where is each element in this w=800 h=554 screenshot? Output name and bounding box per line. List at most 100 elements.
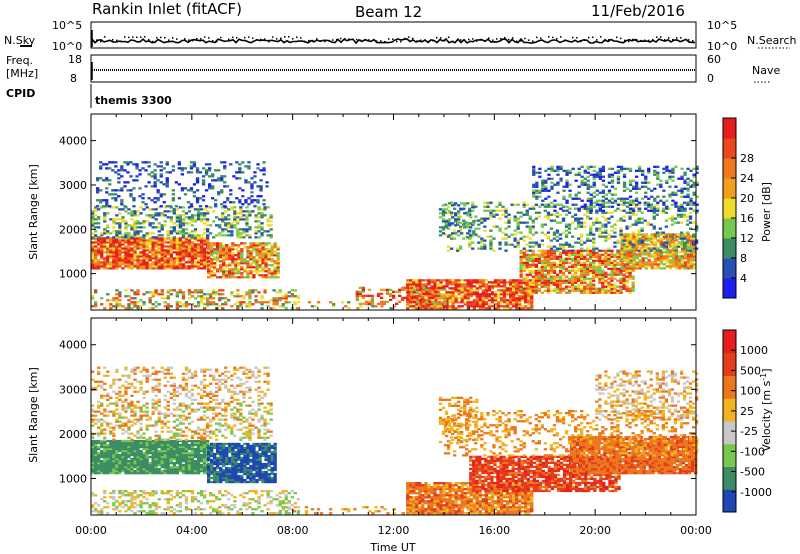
power-cell bbox=[138, 195, 142, 198]
power-cell bbox=[577, 285, 581, 288]
power-cell bbox=[117, 181, 121, 184]
power-cell bbox=[559, 207, 563, 210]
power-cell bbox=[237, 272, 241, 275]
power-cell bbox=[604, 271, 608, 274]
power-cell bbox=[616, 255, 620, 258]
power-cell bbox=[580, 251, 584, 254]
power-cell bbox=[221, 214, 225, 217]
power-cell bbox=[224, 224, 228, 227]
power-cell bbox=[258, 248, 262, 251]
power-cell bbox=[656, 177, 660, 180]
power-cell bbox=[123, 181, 127, 184]
power-cell bbox=[385, 290, 390, 293]
power-cell bbox=[270, 254, 274, 257]
power-cell bbox=[552, 203, 557, 206]
power-cell bbox=[625, 225, 629, 228]
power-cell bbox=[466, 281, 470, 284]
power-cell bbox=[515, 305, 519, 308]
power-cell bbox=[671, 261, 676, 264]
power-cell bbox=[571, 221, 575, 224]
power-cell bbox=[555, 255, 560, 258]
power-cell bbox=[601, 203, 605, 206]
power-cell bbox=[256, 163, 260, 166]
power-cell bbox=[448, 287, 452, 290]
power-cell bbox=[695, 241, 699, 244]
power-cell bbox=[607, 173, 612, 176]
power-cell bbox=[577, 237, 581, 240]
power-cell bbox=[616, 289, 620, 292]
power-cell bbox=[196, 253, 201, 256]
power-cell bbox=[422, 286, 426, 289]
power-cell bbox=[695, 195, 699, 198]
power-cell bbox=[601, 279, 605, 282]
power-cell bbox=[91, 253, 95, 256]
power-cell bbox=[561, 249, 566, 252]
power-cell bbox=[690, 243, 694, 246]
power-cell bbox=[659, 263, 663, 266]
power-cell bbox=[151, 226, 155, 229]
power-cell bbox=[619, 289, 623, 292]
power-cell bbox=[142, 267, 146, 270]
power-cell bbox=[451, 222, 455, 225]
power-cell bbox=[567, 285, 572, 288]
power-cell bbox=[454, 291, 458, 294]
power-cell bbox=[181, 263, 186, 266]
power-cell bbox=[133, 228, 137, 231]
power-cell bbox=[147, 161, 151, 164]
power-cell bbox=[685, 239, 690, 242]
power-cell bbox=[412, 307, 416, 310]
power-cell bbox=[441, 226, 446, 229]
power-cell bbox=[207, 242, 211, 245]
power-cell bbox=[443, 300, 447, 303]
power-cell bbox=[199, 255, 204, 258]
power-cell bbox=[629, 255, 633, 258]
power-cell bbox=[97, 236, 101, 239]
power-cell bbox=[216, 268, 220, 271]
nsearch-point bbox=[436, 37, 438, 39]
power-cell bbox=[257, 226, 261, 229]
power-cell bbox=[543, 265, 547, 268]
power-cell bbox=[127, 255, 131, 258]
power-cell bbox=[160, 226, 164, 229]
power-cell bbox=[635, 237, 639, 240]
power-cell bbox=[516, 219, 520, 222]
power-cell bbox=[472, 220, 476, 223]
power-cell bbox=[217, 177, 221, 180]
power-cell bbox=[616, 179, 621, 182]
power-cell bbox=[415, 303, 419, 306]
power-cell bbox=[228, 256, 232, 259]
power-cell bbox=[102, 205, 106, 208]
power-cell bbox=[166, 241, 170, 244]
power-cell bbox=[650, 237, 654, 240]
power-cell bbox=[443, 211, 448, 214]
power-cell bbox=[638, 253, 642, 256]
power-cell bbox=[151, 261, 155, 264]
power-cell bbox=[273, 262, 277, 265]
power-cell bbox=[656, 201, 660, 204]
power-cell bbox=[217, 193, 221, 196]
power-cell bbox=[604, 251, 608, 254]
power-cell bbox=[486, 203, 490, 206]
power-cell bbox=[531, 219, 535, 222]
power-cell bbox=[619, 169, 624, 172]
power-cell bbox=[127, 307, 131, 310]
power-cell bbox=[604, 285, 608, 288]
power-cell bbox=[631, 231, 635, 234]
power-cell bbox=[436, 307, 440, 310]
power-cell bbox=[571, 285, 575, 288]
power-cell bbox=[538, 205, 542, 208]
power-cell bbox=[199, 237, 204, 240]
power-cell bbox=[619, 217, 623, 220]
power-cell bbox=[534, 289, 538, 292]
power-cell bbox=[238, 199, 242, 202]
nsearch-point bbox=[440, 37, 442, 39]
power-cell bbox=[561, 205, 566, 208]
power-cell bbox=[157, 222, 161, 225]
power-cell bbox=[451, 307, 455, 310]
power-cell bbox=[100, 303, 104, 306]
power-cell bbox=[571, 287, 575, 290]
power-cell bbox=[528, 257, 532, 260]
power-cell bbox=[230, 208, 234, 211]
power-cell bbox=[198, 197, 203, 200]
power-cell bbox=[160, 241, 164, 244]
